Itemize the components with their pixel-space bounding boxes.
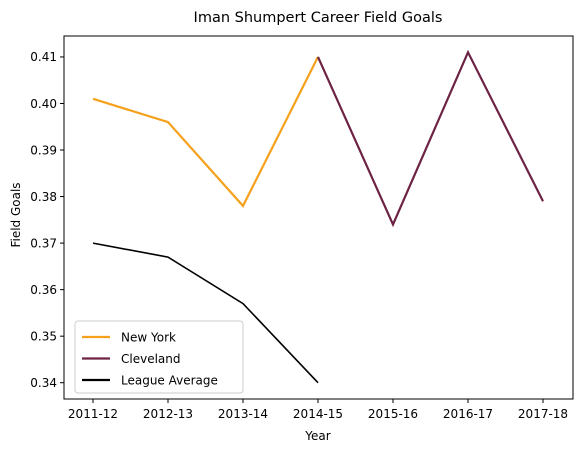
series-line-cleveland (318, 52, 543, 224)
legend: New York Cleveland League Average (75, 321, 243, 393)
x-tick-label: 2012-13 (143, 407, 193, 421)
series-line-new-york (93, 57, 318, 206)
x-tick-label: 2015-16 (368, 407, 418, 421)
x-axis-ticks: 2011-12 2012-13 2013-14 2014-15 2015-16 2016-… (68, 399, 568, 421)
y-tick-label: 0.38 (30, 190, 57, 204)
x-tick-label: 2016-17 (443, 407, 493, 421)
y-tick-label: 0.41 (30, 50, 57, 64)
x-tick-label: 2014-15 (293, 407, 343, 421)
legend-label-league-average: League Average (121, 373, 218, 387)
legend-label-new-york: New York (121, 330, 176, 344)
y-tick-label: 0.36 (30, 283, 57, 297)
y-axis-ticks: 0.34 0.35 0.36 0.37 0.38 0.39 0.40 0.41 (30, 50, 64, 390)
x-tick-label: 2011-12 (68, 407, 118, 421)
chart-title: Iman Shumpert Career Field Goals (194, 10, 443, 26)
x-axis-label: Year (304, 429, 330, 443)
y-tick-label: 0.39 (30, 143, 57, 157)
x-tick-label: 2017-18 (518, 407, 568, 421)
y-tick-label: 0.34 (30, 376, 57, 390)
legend-label-cleveland: Cleveland (121, 352, 181, 366)
y-tick-label: 0.40 (30, 97, 57, 111)
x-tick-label: 2013-14 (218, 407, 268, 421)
y-tick-label: 0.35 (30, 329, 57, 343)
y-axis-label: Field Goals (9, 182, 23, 247)
y-tick-label: 0.37 (30, 236, 57, 250)
